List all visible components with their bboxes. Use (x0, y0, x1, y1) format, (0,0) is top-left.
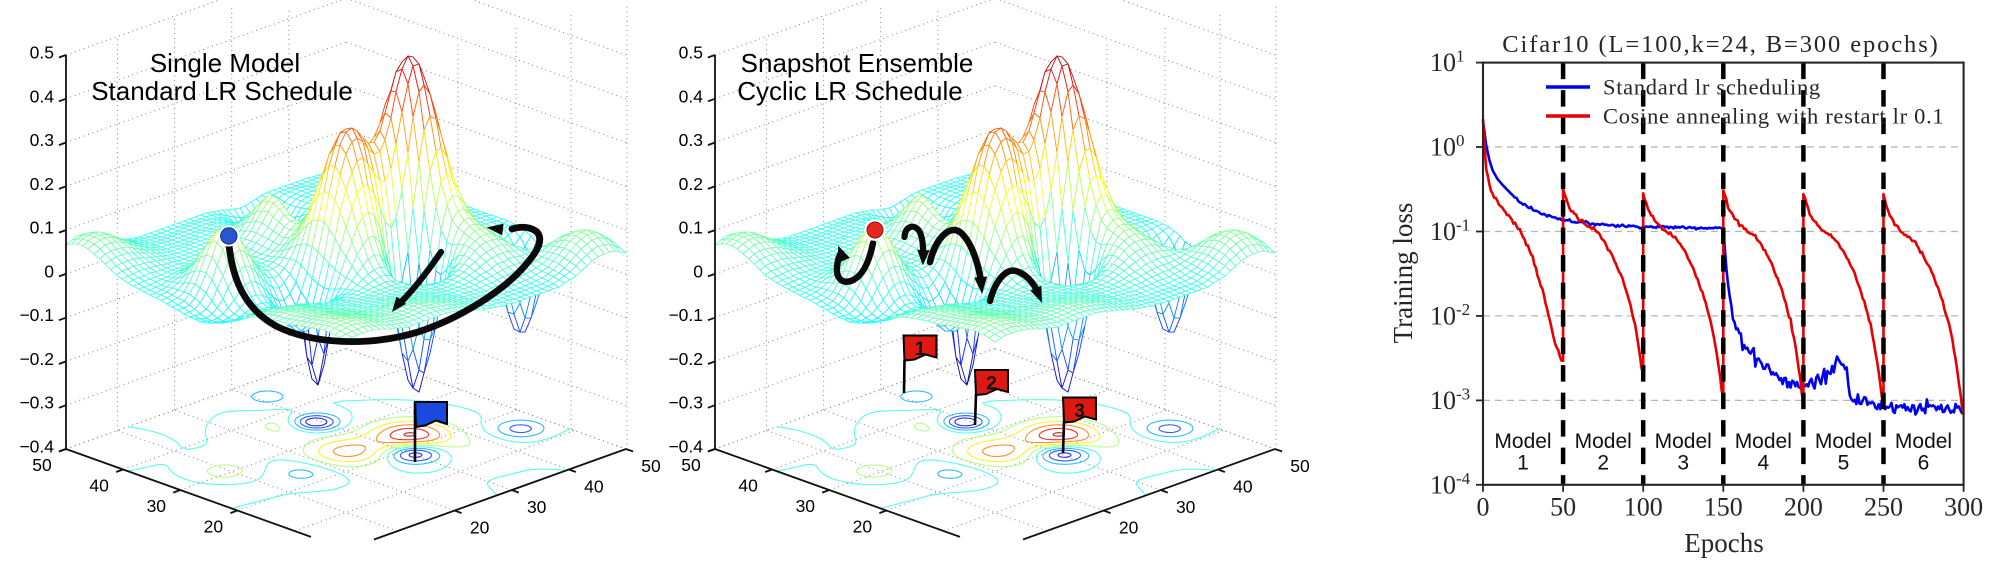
svg-text:Model: Model (1655, 430, 1712, 453)
svg-text:0.4: 0.4 (679, 86, 704, 106)
svg-text:2: 2 (1597, 452, 1609, 475)
svg-text:30: 30 (796, 496, 816, 516)
svg-text:30: 30 (147, 496, 167, 516)
svg-text:−0.3: −0.3 (19, 393, 54, 413)
svg-text:0.4: 0.4 (30, 86, 55, 106)
svg-text:Standard LR Schedule: Standard LR Schedule (91, 76, 353, 106)
svg-text:Snapshot Ensemble: Snapshot Ensemble (741, 48, 974, 78)
svg-text:40: 40 (584, 477, 604, 497)
svg-text:50: 50 (32, 455, 52, 475)
svg-text:20: 20 (204, 517, 224, 537)
svg-text:300: 300 (1944, 493, 1983, 522)
svg-text:0.2: 0.2 (30, 174, 54, 194)
svg-text:1: 1 (915, 338, 926, 360)
svg-text:0.5: 0.5 (679, 43, 703, 63)
svg-text:50: 50 (1550, 493, 1576, 522)
svg-text:0.1: 0.1 (679, 218, 703, 238)
svg-text:100: 100 (1624, 493, 1663, 522)
svg-text:0.2: 0.2 (679, 174, 703, 194)
svg-text:Single Model: Single Model (150, 48, 300, 78)
svg-text:30: 30 (527, 497, 547, 517)
svg-text:50: 50 (681, 455, 701, 475)
svg-text:20: 20 (470, 518, 490, 538)
svg-text:4: 4 (1757, 452, 1769, 475)
svg-text:3: 3 (1677, 452, 1689, 475)
svg-text:6: 6 (1918, 452, 1930, 475)
svg-text:Model: Model (1735, 430, 1792, 453)
svg-text:0: 0 (1477, 493, 1490, 522)
svg-text:1: 1 (1517, 452, 1529, 475)
svg-text:10-3: 10-3 (1430, 384, 1470, 415)
svg-text:−0.1: −0.1 (668, 305, 703, 325)
svg-text:40: 40 (1233, 477, 1253, 497)
svg-text:50: 50 (641, 456, 661, 476)
svg-text:Model: Model (1575, 430, 1632, 453)
svg-text:Standard lr scheduling: Standard lr scheduling (1603, 75, 1821, 100)
svg-text:0.3: 0.3 (30, 130, 54, 150)
svg-text:40: 40 (89, 476, 109, 496)
svg-text:Cifar10 (L=100,k=24, B=300 epo: Cifar10 (L=100,k=24, B=300 epochs) (1502, 31, 1939, 58)
svg-text:20: 20 (853, 517, 873, 537)
svg-text:Training loss: Training loss (1388, 203, 1418, 344)
svg-text:20: 20 (1119, 518, 1139, 538)
svg-text:0.3: 0.3 (679, 130, 703, 150)
svg-text:5: 5 (1838, 452, 1850, 475)
svg-text:0.1: 0.1 (30, 218, 54, 238)
svg-text:Cyclic LR Schedule: Cyclic LR Schedule (737, 76, 962, 106)
svg-text:40: 40 (738, 476, 758, 496)
svg-text:50: 50 (1290, 456, 1310, 476)
svg-text:250: 250 (1864, 493, 1903, 522)
svg-text:3: 3 (1074, 400, 1085, 422)
svg-text:−0.4: −0.4 (668, 437, 703, 457)
svg-text:Model: Model (1895, 430, 1952, 453)
svg-text:−0.4: −0.4 (19, 437, 54, 457)
svg-text:150: 150 (1704, 493, 1743, 522)
svg-text:−0.2: −0.2 (19, 349, 54, 369)
svg-text:−0.3: −0.3 (668, 393, 703, 413)
svg-text:Model: Model (1494, 430, 1551, 453)
svg-text:Cosine annealing with restart: Cosine annealing with restart lr 0.1 (1603, 104, 1944, 129)
svg-text:0: 0 (693, 261, 703, 281)
svg-text:2: 2 (986, 373, 997, 395)
svg-text:0.5: 0.5 (30, 43, 54, 63)
svg-text:0: 0 (44, 261, 54, 281)
svg-text:30: 30 (1176, 497, 1196, 517)
svg-text:−0.2: −0.2 (668, 349, 703, 369)
svg-text:Model: Model (1815, 430, 1872, 453)
svg-text:Epochs: Epochs (1684, 528, 1763, 558)
svg-text:200: 200 (1784, 493, 1823, 522)
svg-text:−0.1: −0.1 (19, 305, 54, 325)
